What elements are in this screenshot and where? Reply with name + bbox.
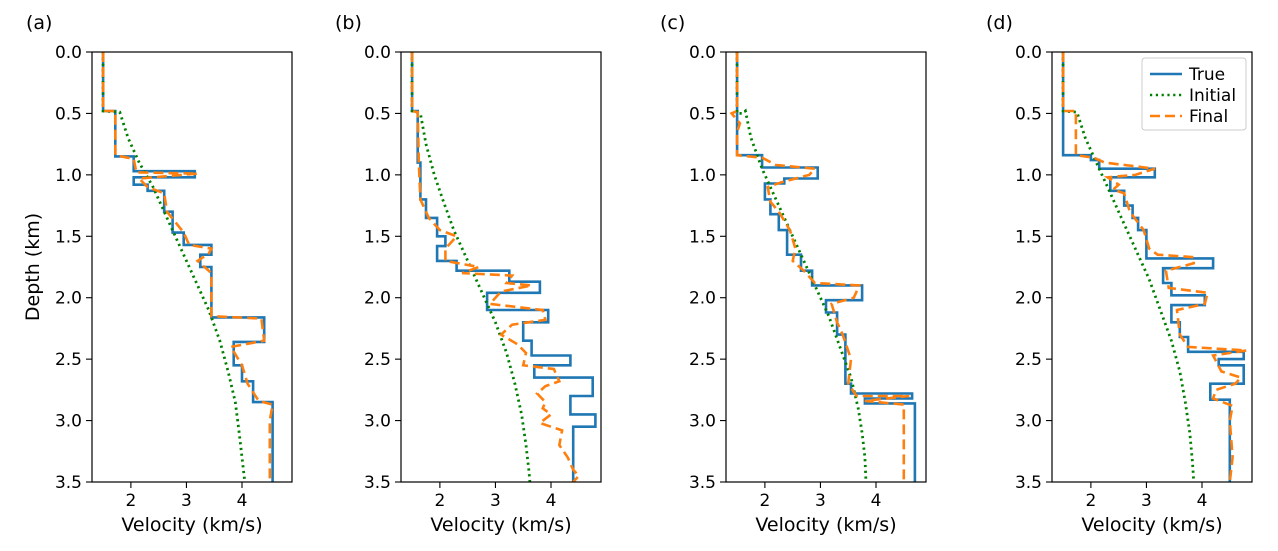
y-tick-label: 2.0 bbox=[364, 289, 391, 309]
y-tick-label: 0.5 bbox=[1015, 104, 1042, 124]
plot-frame bbox=[91, 51, 293, 483]
series-line-true bbox=[410, 52, 597, 482]
y-tick-label: 3.5 bbox=[1015, 473, 1042, 493]
y-tick-label: 3.0 bbox=[1015, 412, 1042, 432]
panel-label: (d) bbox=[986, 12, 1013, 34]
series-line-initial bbox=[410, 52, 532, 482]
y-tick-label: 0.0 bbox=[1015, 43, 1042, 63]
y-tick-label: 3.0 bbox=[55, 412, 82, 432]
x-axis-label: Velocity (km/s) bbox=[1081, 514, 1222, 536]
x-axis-label: Velocity (km/s) bbox=[121, 514, 262, 536]
y-tick-label: 3.5 bbox=[689, 473, 716, 493]
series-line-initial bbox=[735, 52, 868, 482]
series-line-final bbox=[729, 52, 910, 482]
y-tick-label: 1.0 bbox=[55, 166, 82, 186]
plot-frame bbox=[725, 51, 927, 483]
series-line-true bbox=[101, 52, 274, 482]
y-tick-label: 3.5 bbox=[55, 473, 82, 493]
y-tick-label: 2.0 bbox=[689, 289, 716, 309]
series-line-initial bbox=[101, 52, 247, 482]
y-tick-label: 3.0 bbox=[364, 412, 391, 432]
y-tick-label: 2.0 bbox=[1015, 289, 1042, 309]
y-tick-label: 1.5 bbox=[689, 227, 716, 247]
chart-panel-1: (a)0.0 0.5 1.0 1.5 2.0 2.5 3.0 3.5 2 3 4 Velocity (… bbox=[22, 12, 293, 536]
chart-panel-3: (c)0.0 0.5 1.0 1.5 2.0 2.5 3.0 3.5 2 3 4 Velocity (… bbox=[660, 12, 927, 536]
legend-label-initial: Initial bbox=[1189, 86, 1236, 106]
y-tick-label: 0.0 bbox=[689, 43, 716, 63]
y-tick-label: 3.5 bbox=[364, 473, 391, 493]
x-tick-label: 4 bbox=[237, 491, 248, 511]
x-tick-label: 4 bbox=[871, 491, 882, 511]
legend-label-final: Final bbox=[1189, 107, 1228, 127]
plot-frame bbox=[400, 51, 602, 483]
series-line-true bbox=[735, 52, 917, 482]
panel-label: (c) bbox=[660, 12, 685, 34]
chart-panel-2: (b)0.0 0.5 1.0 1.5 2.0 2.5 3.0 3.5 2 3 4 Velocity (… bbox=[335, 12, 602, 536]
series-line-final bbox=[410, 52, 581, 482]
chart-panel-4: (d)0.0 0.5 1.0 1.5 2.0 2.5 3.0 3.5 2 3 4 Velocity (… bbox=[986, 12, 1253, 536]
x-axis-label: Velocity (km/s) bbox=[430, 514, 571, 536]
y-tick-label: 1.0 bbox=[364, 166, 391, 186]
y-tick-label: 0.0 bbox=[364, 43, 391, 63]
y-tick-label: 2.0 bbox=[55, 289, 82, 309]
y-tick-label: 1.0 bbox=[1015, 166, 1042, 186]
y-tick-label: 3.0 bbox=[689, 412, 716, 432]
y-tick-label: 1.0 bbox=[689, 166, 716, 186]
x-tick-label: 3 bbox=[1141, 491, 1152, 511]
y-tick-label: 0.0 bbox=[55, 43, 82, 63]
y-tick-label: 2.5 bbox=[55, 350, 82, 370]
y-tick-label: 1.5 bbox=[1015, 227, 1042, 247]
x-tick-label: 2 bbox=[434, 491, 445, 511]
series-line-final bbox=[1061, 52, 1247, 482]
x-tick-label: 4 bbox=[1197, 491, 1208, 511]
y-tick-label: 1.5 bbox=[364, 227, 391, 247]
panel-label: (b) bbox=[335, 12, 362, 34]
y-axis-label: Depth (km) bbox=[22, 213, 44, 321]
legend-label-true: True bbox=[1188, 65, 1225, 85]
x-axis-label: Velocity (km/s) bbox=[755, 514, 896, 536]
x-tick-label: 3 bbox=[815, 491, 826, 511]
y-tick-label: 1.5 bbox=[55, 227, 82, 247]
x-tick-label: 2 bbox=[125, 491, 136, 511]
y-tick-label: 0.5 bbox=[55, 104, 82, 124]
x-tick-label: 3 bbox=[181, 491, 192, 511]
series-line-initial bbox=[1061, 52, 1196, 482]
y-tick-label: 0.5 bbox=[364, 104, 391, 124]
x-tick-label: 3 bbox=[490, 491, 501, 511]
y-tick-label: 0.5 bbox=[689, 104, 716, 124]
y-tick-label: 2.5 bbox=[689, 350, 716, 370]
plot-frame bbox=[1051, 51, 1253, 483]
y-tick-label: 2.5 bbox=[364, 350, 391, 370]
x-tick-label: 2 bbox=[759, 491, 770, 511]
legend-box bbox=[1141, 57, 1247, 131]
x-tick-label: 4 bbox=[546, 491, 557, 511]
y-tick-label: 2.5 bbox=[1015, 350, 1042, 370]
series-line-final bbox=[101, 52, 275, 482]
x-tick-label: 2 bbox=[1085, 491, 1096, 511]
panel-label: (a) bbox=[26, 12, 52, 34]
